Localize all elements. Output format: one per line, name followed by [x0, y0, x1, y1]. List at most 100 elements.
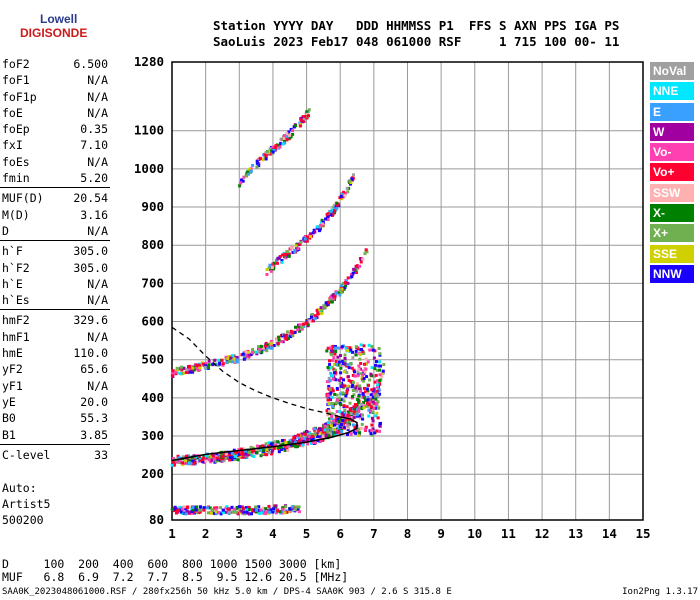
echo-point — [294, 244, 298, 248]
echo-point — [250, 508, 254, 512]
echo-point — [265, 149, 269, 153]
echo-point — [324, 434, 328, 438]
echo-point — [320, 222, 324, 226]
echo-point — [357, 368, 361, 372]
footer-version: Ion2Png 1.3.17 — [622, 587, 698, 597]
echo-point — [364, 362, 368, 366]
echo-point — [191, 505, 195, 509]
echo-point — [327, 376, 331, 380]
echo-point — [329, 371, 333, 375]
echo-point — [315, 435, 319, 439]
echo-point — [243, 452, 247, 456]
echo-point — [288, 439, 292, 443]
echo-point — [230, 505, 234, 509]
echo-point — [378, 360, 382, 364]
echo-point — [356, 370, 360, 374]
echo-point — [341, 413, 345, 417]
echo-point — [315, 433, 319, 437]
echo-point — [333, 295, 337, 299]
echo-point — [335, 386, 339, 390]
echo-point — [226, 357, 230, 361]
echo-point — [346, 276, 350, 280]
echo-point — [329, 213, 333, 217]
echo-point — [352, 416, 356, 420]
echo-point — [328, 346, 332, 350]
echo-point — [354, 270, 358, 274]
param-row: h`Es N/A — [0, 292, 110, 308]
param-row: h`F2 305.0 — [0, 260, 110, 276]
echo-point — [308, 235, 312, 239]
echo-point — [245, 508, 249, 512]
echo-point — [241, 352, 245, 356]
echo-point — [302, 324, 306, 328]
echo-point — [333, 419, 337, 423]
echo-point — [333, 346, 337, 350]
echo-point — [320, 218, 324, 222]
echo-point — [359, 402, 363, 406]
echo-point — [331, 377, 335, 381]
echo-point — [298, 242, 302, 246]
echo-point — [221, 511, 225, 515]
echo-point — [281, 445, 285, 449]
echo-point — [268, 267, 272, 271]
param-value: 20.0 — [80, 394, 108, 409]
echo-point — [335, 207, 339, 211]
echo-point — [202, 454, 206, 458]
echo-point — [347, 422, 351, 426]
echo-point — [251, 351, 255, 355]
echo-point — [318, 225, 322, 229]
echo-point — [330, 416, 334, 420]
echo-point — [375, 404, 379, 408]
echo-point — [287, 510, 291, 514]
echo-point — [328, 298, 332, 302]
echo-point — [363, 252, 367, 256]
echo-point — [344, 394, 348, 398]
x-tick-label: 4 — [269, 526, 277, 541]
echo-point — [362, 362, 366, 366]
echo-point — [359, 347, 363, 351]
echo-point — [290, 507, 294, 511]
echo-point — [198, 510, 202, 514]
echo-point — [345, 390, 349, 394]
param-name: B0 — [2, 411, 16, 426]
echo-point — [255, 161, 259, 165]
param-value: 33 — [94, 447, 108, 462]
echo-point — [318, 435, 322, 439]
echo-point — [180, 461, 184, 465]
echo-point — [293, 441, 297, 445]
echo-point — [375, 368, 379, 372]
echo-point — [224, 510, 228, 514]
param-value: N/A — [87, 276, 108, 291]
echo-point — [336, 355, 340, 359]
echo-point — [201, 506, 205, 510]
echo-point — [245, 456, 249, 460]
echo-point — [334, 431, 338, 435]
echo-point — [359, 343, 363, 347]
echo-point — [340, 192, 344, 196]
echo-point — [343, 356, 347, 360]
echo-point — [214, 510, 218, 514]
echo-point — [325, 212, 329, 216]
echo-point — [355, 264, 359, 268]
echo-point — [352, 380, 356, 384]
y-tick-label: 1000 — [134, 161, 164, 176]
echo-point — [265, 349, 269, 353]
echo-point — [294, 247, 298, 251]
echo-point — [220, 358, 224, 362]
echo-point — [369, 409, 373, 413]
echo-point — [326, 430, 330, 434]
echo-point — [372, 375, 376, 379]
echo-point — [306, 442, 310, 446]
echo-point — [293, 248, 297, 252]
echo-point — [367, 343, 371, 347]
echo-point — [377, 387, 381, 391]
echo-point — [172, 506, 176, 510]
echo-point — [321, 435, 325, 439]
param-row: yE 20.0 — [0, 394, 110, 410]
echo-point — [365, 404, 369, 408]
echo-point — [287, 440, 291, 444]
echo-point — [362, 386, 366, 390]
echo-point — [207, 458, 211, 462]
echo-point — [373, 349, 377, 353]
echo-point — [333, 203, 337, 207]
